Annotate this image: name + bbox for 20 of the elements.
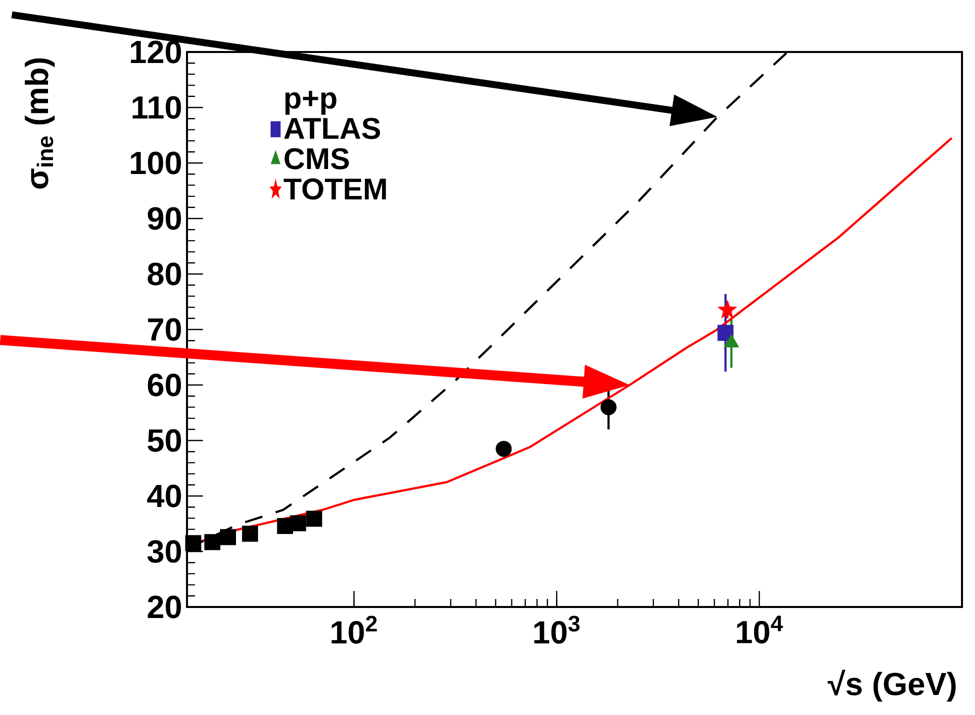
legend-label: ATLAS	[284, 118, 380, 140]
y-axis-title: σ$_{ine}$ (mb)	[24, 58, 55, 189]
y-tick-label: 70	[148, 318, 181, 341]
x-axis-title: √s (GeV)	[828, 670, 956, 702]
y-tick-label: 100	[130, 152, 181, 174]
x-tick-label: 10$^{2}$	[332, 616, 377, 644]
y-tick-label: 20	[148, 596, 181, 618]
y-tick-label: 120	[130, 40, 181, 64]
y-tick-label: 80	[148, 262, 181, 286]
y-tick-label: 90	[148, 207, 181, 230]
legend-title: p+p	[285, 90, 336, 115]
legend-label: TOTEM	[284, 178, 386, 200]
y-tick-label: 60	[148, 374, 181, 396]
y-tick-label: 40	[147, 484, 181, 508]
legend-label: CMS	[284, 148, 349, 170]
x-tick-label: 10$^{3}$	[534, 616, 580, 644]
y-tick-label: 50	[148, 429, 181, 452]
y-tick-label: 30	[147, 540, 181, 563]
x-tick-label: 10$^{4}$	[736, 616, 783, 644]
y-tick-label: 110	[132, 96, 181, 119]
